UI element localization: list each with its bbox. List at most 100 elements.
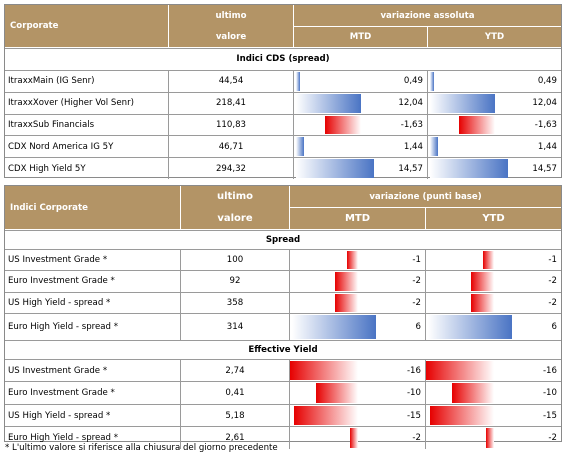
row-name: CDX High Yield 5Y xyxy=(8,163,86,174)
row-value: 358 xyxy=(180,292,289,313)
mtd-cell: -16 xyxy=(289,359,425,382)
table-row: US Investment Grade * 2,74 -16 -16 xyxy=(5,358,561,382)
ytd-cell-value: -15 xyxy=(542,410,557,421)
row-value: 314 xyxy=(180,313,289,340)
mtd-cell: -2 xyxy=(289,292,425,313)
ytd-cell-value: -1 xyxy=(548,255,557,266)
ytd-cell: 0,49 xyxy=(427,71,561,92)
mtd-cell: -2 xyxy=(289,427,425,449)
cds-header-group: variazione assoluta xyxy=(294,5,561,26)
mtd-cell-value: -2 xyxy=(412,297,421,308)
ytd-cell-bar xyxy=(426,360,494,381)
mtd-cell-value: 6 xyxy=(415,321,421,332)
ytd-cell: -2 xyxy=(425,292,561,313)
ytd-cell: 14,57 xyxy=(427,158,561,179)
ytd-cell: -10 xyxy=(425,382,561,404)
mtd-cell-bar xyxy=(335,272,358,291)
mtd-cell: 1,44 xyxy=(293,136,427,158)
row-name: ItraxxXover (Higher Vol Senr) xyxy=(8,98,134,109)
ytd-cell: 6 xyxy=(425,313,561,340)
table-row: Euro High Yield - spread * 314 6 6 xyxy=(5,312,561,340)
mtd-cell-value: -15 xyxy=(406,410,421,421)
mtd-cell-bar xyxy=(324,115,361,135)
ytd-cell: -15 xyxy=(425,404,561,427)
row-name: Euro High Yield - spread * xyxy=(8,321,119,332)
ytd-cell: -1 xyxy=(425,250,561,271)
row-name: ItraxxSub Financials xyxy=(8,119,95,130)
row-value: 0,41 xyxy=(180,382,289,404)
row-value: 5,18 xyxy=(180,404,289,427)
section-title: Spread xyxy=(5,230,561,249)
footnote: * L'ultimo valore si riferisce alla chiu… xyxy=(5,443,278,453)
table-row: ItraxxSub Financials 110,83 -1,63 -1,63 xyxy=(5,113,561,136)
ytd-cell-value: -2 xyxy=(548,433,557,444)
ytd-cell: -2 xyxy=(425,271,561,292)
corporate-table: Indici Corporate ultimo valore variazion… xyxy=(4,185,562,449)
mtd-cell-value: 12,04 xyxy=(398,98,423,109)
ytd-cell-bar xyxy=(471,293,494,312)
row-value: 100 xyxy=(180,250,289,271)
cds-header-ultimo: ultimo xyxy=(169,5,293,26)
ytd-cell-bar xyxy=(430,93,495,113)
cds-table: Corporate ultimo valore variazione assol… xyxy=(4,4,562,179)
mtd-cell-value: -1,63 xyxy=(400,119,423,130)
mtd-cell-bar xyxy=(296,137,304,157)
table-row: US High Yield - spread * 358 -2 -2 xyxy=(5,291,561,313)
ytd-cell-bar xyxy=(430,72,434,91)
table-row: CDX High Yield 5Y 294,32 14,57 14,57 xyxy=(5,157,561,179)
table-row: ItraxxXover (Higher Vol Senr) 218,41 12,04… xyxy=(5,91,561,114)
corp-header-ultimo: ultimo xyxy=(181,186,289,207)
mtd-cell-bar xyxy=(296,93,361,113)
ytd-cell-bar xyxy=(485,428,494,448)
row-value: 46,71 xyxy=(168,136,293,158)
ytd-cell: 1,44 xyxy=(427,136,561,158)
table-row: Euro Investment Grade * 0,41 -10 -10 xyxy=(5,381,561,404)
corp-header-ytd: YTD xyxy=(426,208,561,229)
row-value: 2,74 xyxy=(180,359,289,382)
mtd-cell: -1,63 xyxy=(293,114,427,136)
row-name: Euro Investment Grade * xyxy=(8,276,115,287)
row-value: 218,41 xyxy=(168,92,293,114)
ytd-cell-bar xyxy=(430,405,494,426)
row-value: 44,54 xyxy=(168,71,293,92)
cds-header-mtd: MTD xyxy=(294,27,427,47)
ytd-cell-bar xyxy=(428,314,513,339)
row-name: Euro Investment Grade * xyxy=(8,388,115,399)
row-value: 110,83 xyxy=(168,114,293,136)
mtd-cell: 0,49 xyxy=(293,71,427,92)
mtd-cell: -15 xyxy=(289,404,425,427)
ytd-cell-bar xyxy=(471,272,494,291)
ytd-cell-bar xyxy=(451,383,494,403)
mtd-cell-bar xyxy=(296,159,375,178)
mtd-cell-value: 14,57 xyxy=(398,163,423,174)
ytd-cell: -1,63 xyxy=(427,114,561,136)
ytd-cell-value: -16 xyxy=(542,365,557,376)
row-name: US Investment Grade * xyxy=(8,255,108,266)
ytd-cell-bar xyxy=(482,251,494,270)
mtd-cell-bar xyxy=(292,314,377,339)
row-value: 2,61 xyxy=(180,427,289,449)
mtd-cell-value: 0,49 xyxy=(403,76,423,87)
mtd-cell-value: -16 xyxy=(406,365,421,376)
cds-header-label: Corporate xyxy=(5,5,168,47)
mtd-cell: -10 xyxy=(289,382,425,404)
mtd-cell: 12,04 xyxy=(293,92,427,114)
row-value: 294,32 xyxy=(168,158,293,179)
mtd-cell: -1 xyxy=(289,250,425,271)
cds-header-valore: valore xyxy=(169,26,293,47)
mtd-cell: 6 xyxy=(289,313,425,340)
ytd-cell-value: 12,04 xyxy=(532,98,557,109)
mtd-cell-bar xyxy=(315,383,358,403)
cds-section-title: Indici CDS (spread) xyxy=(5,48,561,69)
section-title: Effective Yield xyxy=(5,339,561,359)
corp-header-valore: valore xyxy=(181,207,289,229)
ytd-cell: -2 xyxy=(425,427,561,449)
ytd-cell-value: -2 xyxy=(548,297,557,308)
mtd-cell-value: -1 xyxy=(412,255,421,266)
ytd-cell: -16 xyxy=(425,359,561,382)
mtd-cell-bar xyxy=(349,428,358,448)
row-name: US High Yield - spread * xyxy=(8,297,111,308)
ytd-cell-value: 1,44 xyxy=(537,141,557,152)
ytd-cell-value: 6 xyxy=(551,321,557,332)
mtd-cell: 14,57 xyxy=(293,158,427,179)
